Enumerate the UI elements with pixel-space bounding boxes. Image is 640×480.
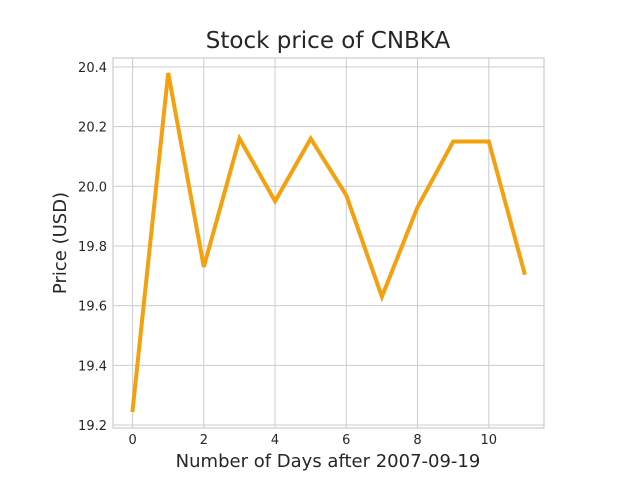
x-tick-label: 0 (128, 433, 136, 448)
y-tick-labels: 19.2 19.4 19.6 19.8 20.0 20.2 20.4 (78, 61, 107, 434)
x-tick-labels: 0 2 4 6 8 10 (128, 433, 497, 448)
x-tick-label: 4 (271, 433, 279, 448)
y-axis-label: Price (USD) (50, 192, 71, 294)
grid (113, 58, 544, 428)
plot-frame (112, 57, 545, 429)
y-tick-label: 20.2 (78, 121, 107, 136)
x-tick-label: 2 (200, 433, 208, 448)
y-tick-label: 20.0 (78, 180, 107, 195)
x-axis-label: Number of Days after 2007-09-19 (176, 451, 481, 472)
x-tick-label: 10 (481, 433, 498, 448)
series-line-layer (130, 72, 527, 413)
y-tick-label: 19.2 (78, 419, 107, 434)
chart-title: Stock price of CNBKA (206, 28, 451, 54)
y-tick-label: 20.4 (78, 61, 107, 76)
y-tick-label: 19.6 (78, 300, 107, 315)
x-tick-label: 6 (342, 433, 350, 448)
x-tick-label: 8 (413, 433, 421, 448)
y-tick-label: 19.4 (78, 359, 107, 374)
series-line (130, 72, 527, 413)
y-tick-label: 19.8 (78, 240, 107, 255)
